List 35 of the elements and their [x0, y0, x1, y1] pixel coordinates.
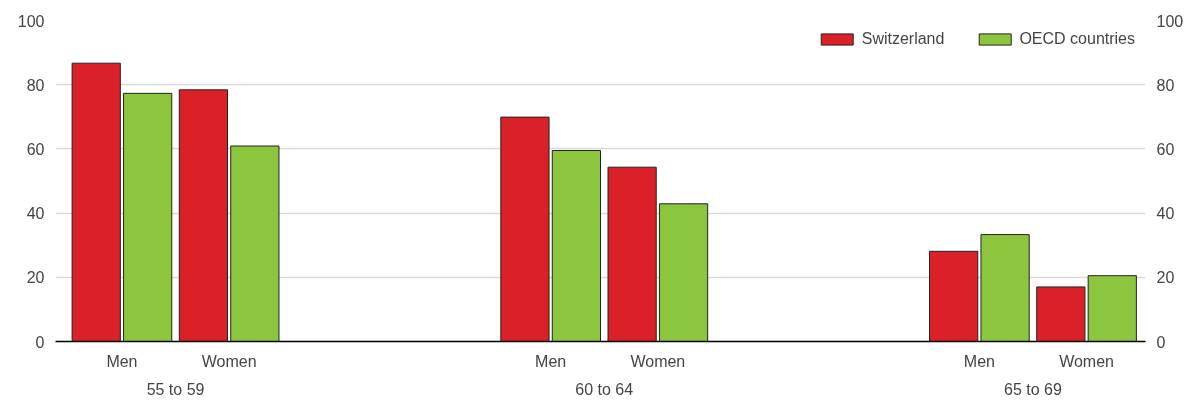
- y-tick-label: 100: [17, 12, 45, 30]
- x-tick-label: Women: [201, 352, 257, 370]
- y-tick-label: 0: [35, 333, 45, 351]
- bar: [658, 203, 709, 342]
- x-tick-label: Women: [1059, 352, 1114, 370]
- bar: [980, 234, 1030, 342]
- bar: [929, 250, 979, 342]
- bar: [71, 62, 121, 342]
- y-tick-label: 40: [26, 205, 45, 223]
- bar: [551, 150, 601, 342]
- bar: [1036, 286, 1086, 342]
- bar: [1087, 275, 1137, 342]
- text: 60 to 64: [575, 380, 634, 398]
- y2-tick-label: 80: [1156, 76, 1175, 94]
- y2-tick-label: 0: [1156, 333, 1166, 351]
- y2-tick-label: 20: [1156, 269, 1175, 287]
- x-tick-label: Men: [106, 352, 138, 370]
- y2-tick-label: 40: [1156, 205, 1175, 223]
- y-tick-label: 60: [26, 140, 45, 158]
- bar: [607, 166, 657, 342]
- bar: [123, 92, 173, 342]
- text: 55 to 59: [146, 380, 205, 398]
- text: 65 to 69: [1004, 380, 1062, 398]
- y-tick-label: 20: [26, 269, 45, 287]
- bar: [178, 89, 229, 342]
- legend-label: Switzerland: [861, 30, 945, 48]
- x-tick-label: Men: [535, 352, 567, 370]
- y2-tick-label: 60: [1156, 140, 1175, 158]
- legend-label: OECD countries: [1019, 30, 1135, 48]
- y2-tick-label: 100: [1156, 12, 1184, 30]
- bar: [500, 116, 550, 342]
- x-tick-label: Women: [630, 352, 686, 370]
- y-tick-label: 80: [26, 76, 45, 94]
- bar: [230, 145, 280, 342]
- x-tick-label: Men: [963, 352, 995, 370]
